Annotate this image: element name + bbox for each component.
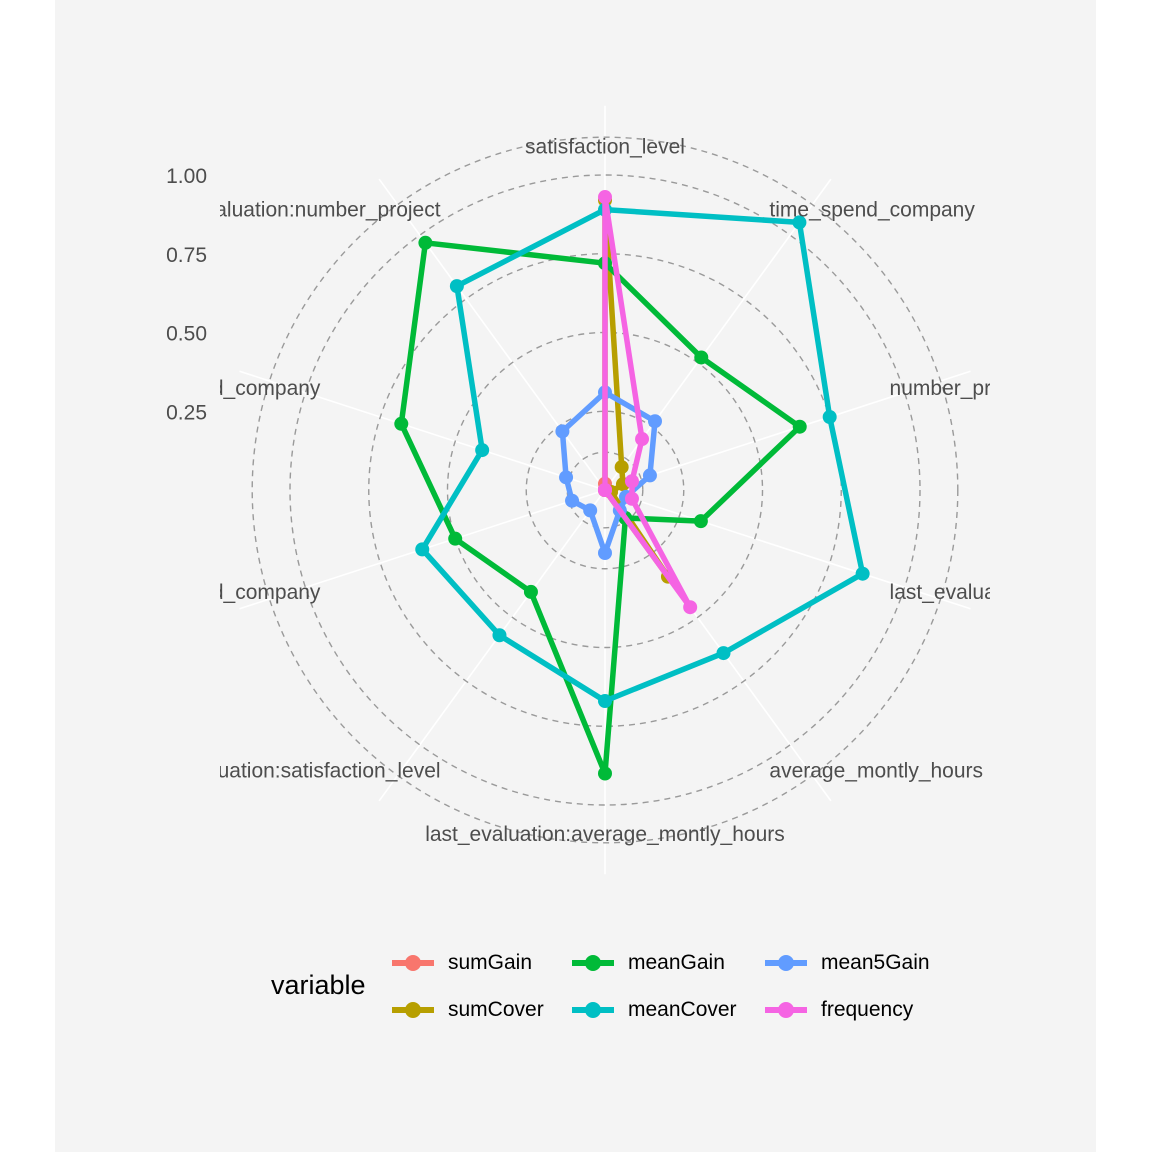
data-point — [492, 628, 507, 643]
data-point — [448, 531, 463, 546]
legend-key — [763, 946, 809, 980]
data-point — [475, 443, 490, 458]
data-point — [694, 350, 709, 365]
r-tick-label: 0.50 — [166, 323, 207, 346]
legend-item-frequency: frequency — [763, 993, 913, 1027]
legend-item-mean5Gain: mean5Gain — [763, 946, 930, 980]
data-point — [693, 514, 708, 529]
data-point — [598, 190, 612, 205]
legend-label: mean5Gain — [821, 951, 930, 974]
data-point — [523, 584, 538, 599]
data-point — [683, 600, 698, 615]
legend-label: meanGain — [628, 951, 725, 974]
legend-item-meanGain: meanGain — [570, 946, 725, 980]
spoke-line — [604, 370, 971, 491]
r-tick-label: 0.75 — [166, 244, 207, 267]
data-point — [635, 432, 650, 447]
legend-key — [570, 946, 616, 980]
axis-label: :time_spend_company — [109, 581, 321, 604]
data-point — [855, 566, 870, 581]
legend: variable sumGain sumCover meanGain meanCove… — [265, 940, 965, 1040]
grid-ring — [251, 136, 959, 844]
spoke-line — [239, 370, 606, 491]
legend-key — [570, 993, 616, 1027]
legend-label: sumCover — [448, 998, 544, 1021]
data-point — [598, 483, 612, 497]
legend-key — [390, 946, 436, 980]
data-point — [415, 542, 430, 557]
data-point — [642, 468, 657, 483]
data-point — [583, 503, 598, 518]
r-tick-label: 0.25 — [166, 401, 207, 424]
legend-key — [390, 993, 436, 1027]
data-point — [624, 491, 639, 506]
data-point — [792, 419, 807, 434]
legend-label: frequency — [821, 998, 914, 1021]
data-point — [394, 416, 409, 431]
axis-label: average_montly_hours — [769, 760, 983, 783]
legend-label: sumGain — [448, 951, 533, 974]
series-frequency — [598, 190, 698, 615]
axis-label: on_level:time_spend_company — [31, 377, 321, 400]
r-tick-label: 1.00 — [166, 165, 207, 188]
axis-label: valuation:satisfaction_level — [191, 760, 441, 783]
data-point — [449, 279, 464, 294]
spoke-line — [604, 489, 971, 610]
axis-label: time_spend_company — [769, 198, 975, 221]
series-meanCover — [415, 202, 870, 709]
data-point — [559, 470, 574, 485]
axis-label: last_evaluation — [890, 581, 1030, 604]
data-point — [716, 646, 731, 661]
data-point — [614, 460, 629, 475]
data-point — [565, 493, 580, 508]
legend-item-sumGain: sumGain — [390, 946, 532, 980]
data-point — [555, 424, 570, 439]
data-point — [624, 474, 639, 489]
legend-label: meanCover — [628, 998, 737, 1021]
data-point — [418, 235, 433, 250]
series-meanGain — [394, 235, 807, 781]
axis-label: number_pro — [890, 377, 1003, 400]
legend-key — [763, 993, 809, 1027]
legend-item-meanCover: meanCover — [570, 993, 737, 1027]
spoke-line — [378, 489, 606, 802]
axis-label: last_evaluation:number_project — [149, 198, 441, 221]
data-point — [598, 546, 612, 560]
grid-ring — [525, 410, 685, 570]
spoke-line — [378, 178, 606, 491]
data-point — [598, 766, 612, 781]
data-point — [822, 409, 837, 424]
grid-ring — [289, 174, 921, 806]
data-point — [792, 215, 807, 230]
axis-label: last_evaluation:average_montly_hours — [425, 823, 785, 846]
axis-label: satisfaction_level — [525, 135, 685, 158]
legend-item-sumCover: sumCover — [390, 993, 544, 1027]
data-point — [598, 694, 612, 709]
legend-title: variable — [271, 970, 366, 1000]
data-point — [647, 414, 662, 429]
